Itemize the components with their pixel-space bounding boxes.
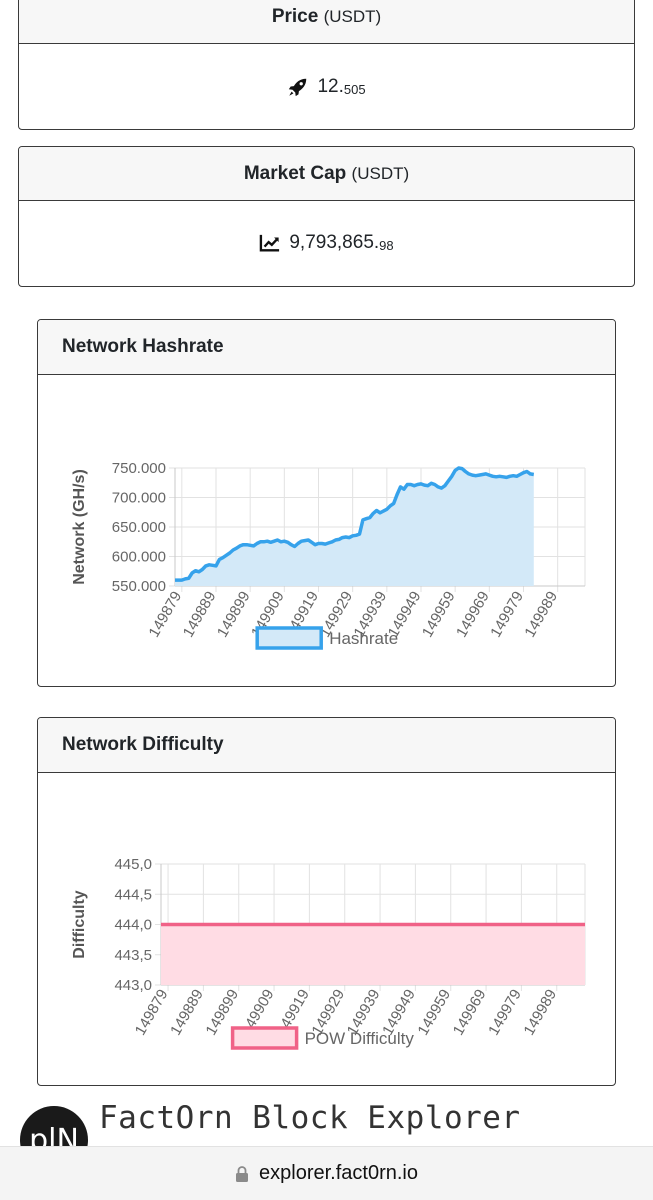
series-area bbox=[161, 924, 585, 985]
difficulty-card-title: Network Difficulty bbox=[62, 734, 224, 755]
y-tick-label: 444,5 bbox=[114, 886, 152, 903]
hashrate-card-header: Network Hashrate bbox=[38, 320, 615, 375]
x-tick-label: 149969 bbox=[450, 987, 490, 1039]
legend-label[interactable]: Hashrate bbox=[329, 629, 398, 648]
price-fraction: 505 bbox=[343, 81, 366, 97]
hashrate-chart: 750.000700.000650.000600.000550.00014987… bbox=[71, 460, 586, 650]
market-cap-card: Market Cap (USDT) 9,793,865. 98 bbox=[18, 146, 635, 287]
y-tick-label: 700.000 bbox=[112, 490, 166, 507]
difficulty-card-header: Network Difficulty bbox=[38, 718, 615, 773]
lock-icon bbox=[236, 1165, 248, 1182]
brand-title[interactable]: FactOrn Block Explorer bbox=[99, 1100, 521, 1136]
y-tick-label: 443,5 bbox=[114, 947, 152, 964]
difficulty-card: Network Difficulty 445,0 444,5 444,0 443,5 4… bbox=[37, 717, 616, 1086]
y-tick-label: 550.000 bbox=[112, 578, 166, 595]
x-tick-label: 149959 bbox=[414, 987, 454, 1039]
hashrate-card: Network Hashrate 750.000 700.000 650.000 60… bbox=[37, 319, 616, 687]
price-unit: (USDT) bbox=[323, 7, 382, 26]
price-main: 12. bbox=[317, 75, 344, 97]
url-text[interactable]: explorer.fact0rn.io bbox=[259, 1162, 418, 1184]
x-tick-label: 149889 bbox=[167, 987, 207, 1039]
x-tick-label: 149989 bbox=[520, 987, 560, 1039]
hashrate-card-title: Network Hashrate bbox=[62, 336, 224, 357]
series-area bbox=[175, 468, 534, 586]
series-line bbox=[175, 466, 535, 582]
y-axis-title: Network (GH/s) bbox=[71, 469, 88, 585]
y-tick-label: 444,0 bbox=[114, 917, 152, 934]
browser-url-bar[interactable]: explorer.fact0rn.io bbox=[0, 1146, 653, 1200]
y-tick-label: 445,0 bbox=[114, 856, 152, 873]
y-tick-label: 650.000 bbox=[112, 519, 166, 536]
legend-swatch[interactable] bbox=[230, 1026, 299, 1050]
x-tick-label: 149979 bbox=[485, 987, 525, 1039]
legend-swatch[interactable] bbox=[255, 626, 323, 650]
market-cap-title: Market Cap bbox=[243, 163, 347, 184]
market-cap-unit: (USDT) bbox=[351, 164, 410, 183]
market-cap-main: 9,793,865. bbox=[289, 232, 380, 253]
price-title: Price bbox=[271, 6, 319, 27]
market-cap-card-header: Market Cap (USDT) bbox=[19, 147, 634, 201]
legend-label[interactable]: POW Difficulty bbox=[305, 1029, 415, 1048]
price-value: 12. 505 bbox=[19, 44, 634, 129]
footer-brand: plN FactOrn Block Explorer bbox=[0, 1096, 653, 1174]
price-card: Price (USDT) 12. 505 bbox=[18, 0, 635, 130]
y-axis-title: Difficulty bbox=[71, 890, 88, 959]
y-tick-label: 750.000 bbox=[112, 460, 166, 477]
x-tick-label: 149989 bbox=[521, 589, 561, 641]
x-tick-label: 149879 bbox=[132, 987, 172, 1039]
y-tick-label: 600.000 bbox=[112, 549, 166, 566]
market-cap-fraction: 98 bbox=[379, 238, 394, 253]
market-cap-value: 9,793,865. 98 bbox=[19, 201, 634, 285]
rocket-icon bbox=[289, 78, 307, 96]
y-tick-label: 443,0 bbox=[114, 977, 152, 994]
price-card-header: Price (USDT) bbox=[19, 0, 634, 44]
chart-line-icon bbox=[260, 234, 280, 252]
